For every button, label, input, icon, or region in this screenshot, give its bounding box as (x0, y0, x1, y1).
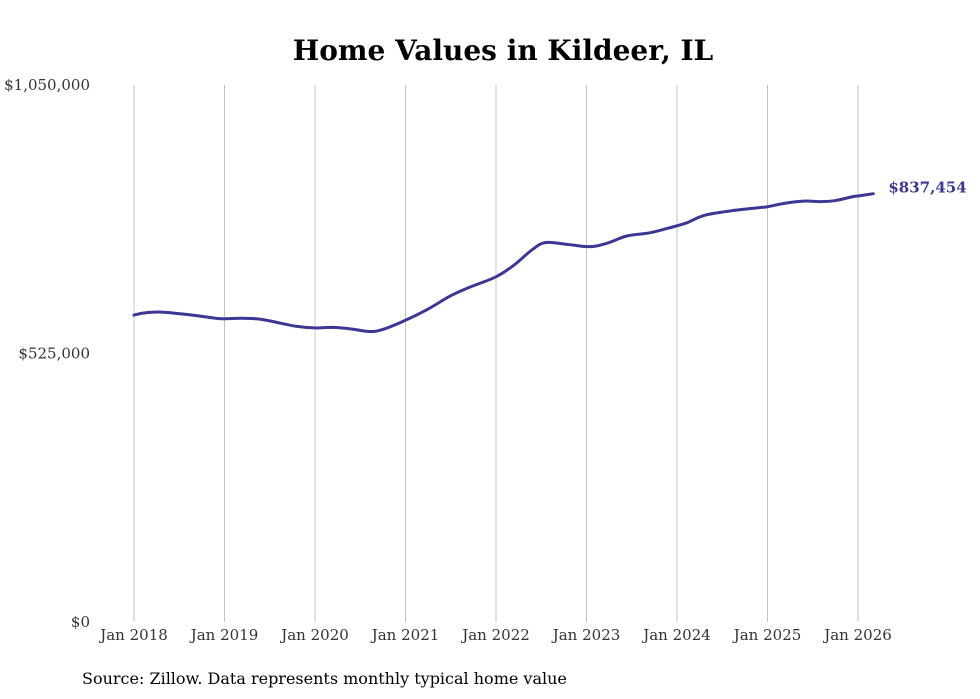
end-value-label: $837,454 (888, 179, 966, 197)
y-tick-label: $525,000 (18, 345, 90, 363)
x-tick-label: Jan 2025 (732, 626, 802, 644)
x-tick-label: Jan 2019 (189, 626, 259, 644)
x-tick-label: Jan 2023 (551, 626, 621, 644)
x-tick-label: Jan 2021 (370, 626, 440, 644)
y-axis-tick-labels: $0 $525,000 $1,050,000 (4, 76, 90, 631)
x-tick-label: Jan 2020 (279, 626, 349, 644)
series-group: $837,454 (132, 179, 967, 334)
x-tick-label: Jan 2018 (98, 626, 168, 644)
chart-title: Home Values in Kildeer, IL (293, 34, 714, 67)
y-tick-label: $0 (71, 613, 90, 631)
gridlines (133, 85, 859, 622)
x-axis-tick-labels: Jan 2018 Jan 2019 Jan 2020 Jan 2021 Jan 2022… (98, 626, 892, 644)
x-tick-label: Jan 2026 (822, 626, 892, 644)
y-tick-label: $1,050,000 (4, 76, 90, 94)
series-line (132, 192, 875, 334)
x-tick-label: Jan 2024 (641, 626, 711, 644)
x-tick-label: Jan 2022 (460, 626, 530, 644)
source-note: Source: Zillow. Data represents monthly … (82, 669, 567, 688)
